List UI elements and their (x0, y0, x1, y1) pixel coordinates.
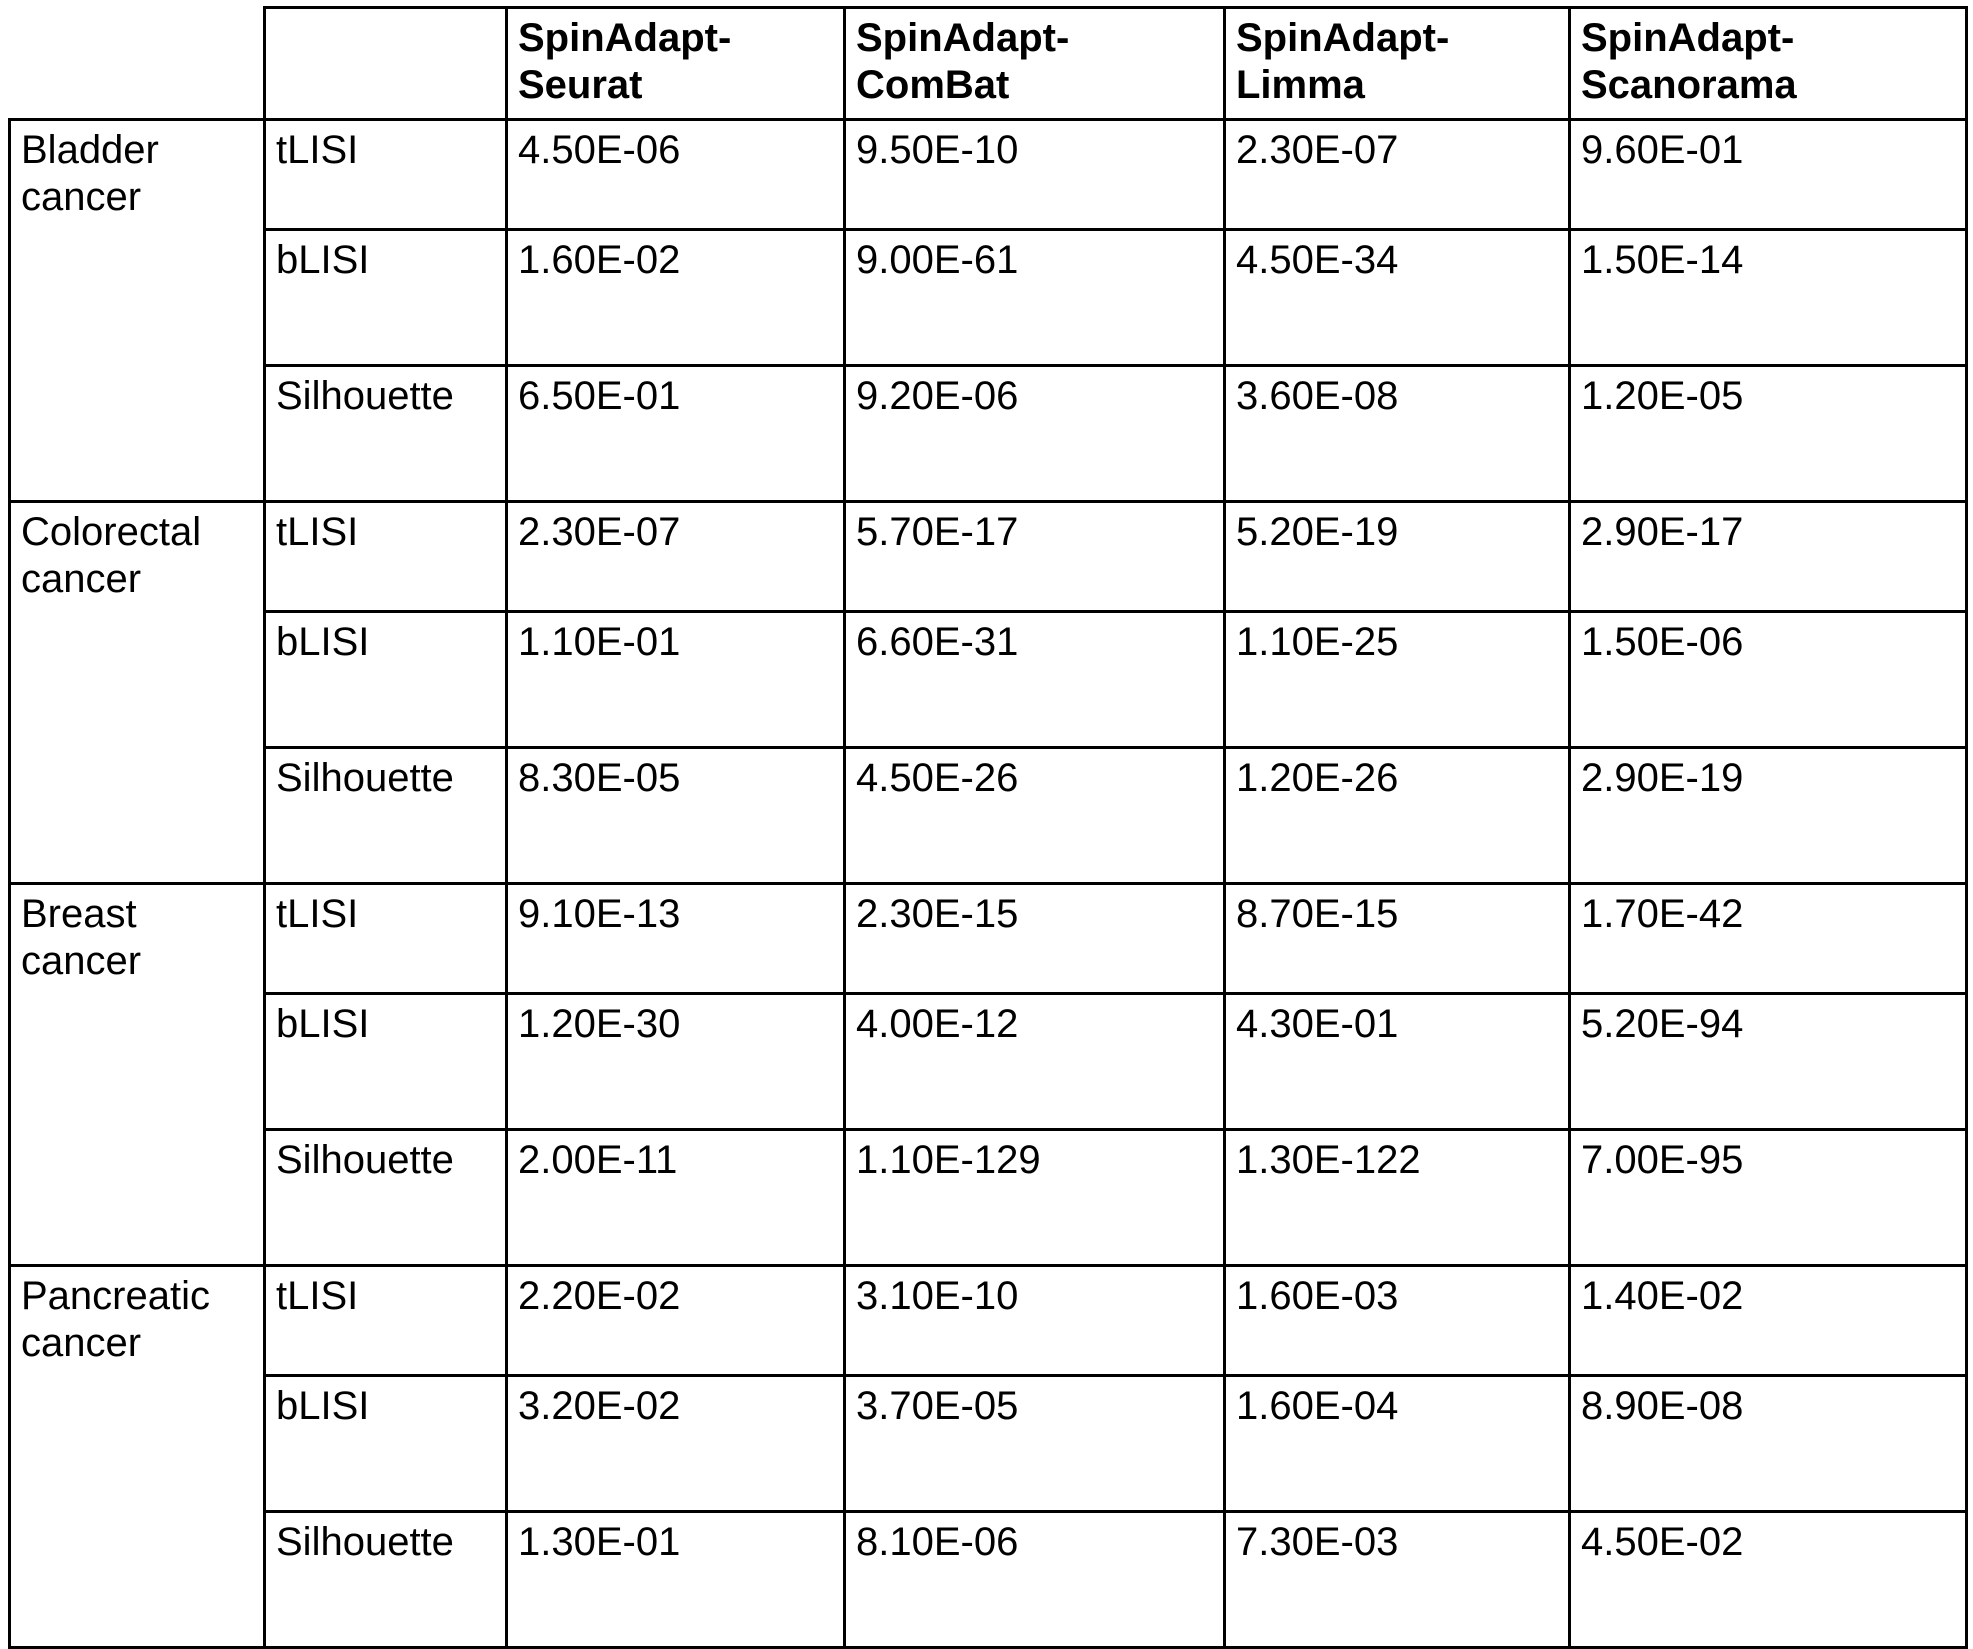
group-label-breast-cancer: Breast cancer (10, 884, 265, 1266)
cell-value: 1.60E-04 (1225, 1376, 1570, 1512)
metric-label: Silhouette (265, 748, 507, 884)
cell-value: 5.70E-17 (845, 502, 1225, 612)
cell-value: 1.70E-42 (1570, 884, 1967, 994)
table-header: SpinAdapt-Seurat SpinAdapt-ComBat SpinAd… (10, 8, 1967, 120)
cell-value: 9.60E-01 (1570, 120, 1967, 230)
cell-value: 3.20E-02 (507, 1376, 845, 1512)
table-row: Breast cancer tLISI 9.10E-13 2.30E-15 8.… (10, 884, 1967, 994)
table-row: bLISI 1.60E-02 9.00E-61 4.50E-34 1.50E-1… (10, 230, 1967, 366)
cell-value: 1.30E-01 (507, 1512, 845, 1648)
cell-value: 1.20E-30 (507, 994, 845, 1130)
group-label-pancreatic-cancer: Pancreatic cancer (10, 1266, 265, 1648)
table-row: bLISI 1.20E-30 4.00E-12 4.30E-01 5.20E-9… (10, 994, 1967, 1130)
metric-label: tLISI (265, 884, 507, 994)
cell-value: 7.30E-03 (1225, 1512, 1570, 1648)
cell-value: 4.30E-01 (1225, 994, 1570, 1130)
column-header-seurat: SpinAdapt-Seurat (507, 8, 845, 120)
cell-value: 2.30E-07 (507, 502, 845, 612)
cell-value: 1.60E-03 (1225, 1266, 1570, 1376)
cell-value: 5.20E-19 (1225, 502, 1570, 612)
cell-value: 4.00E-12 (845, 994, 1225, 1130)
table-row: Silhouette 1.30E-01 8.10E-06 7.30E-03 4.… (10, 1512, 1967, 1648)
cell-value: 2.00E-11 (507, 1130, 845, 1266)
table-row: bLISI 3.20E-02 3.70E-05 1.60E-04 8.90E-0… (10, 1376, 1967, 1512)
cell-value: 7.00E-95 (1570, 1130, 1967, 1266)
metric-label: Silhouette (265, 1130, 507, 1266)
cell-value: 9.10E-13 (507, 884, 845, 994)
cell-value: 4.50E-02 (1570, 1512, 1967, 1648)
cell-value: 9.50E-10 (845, 120, 1225, 230)
cell-value: 2.90E-19 (1570, 748, 1967, 884)
cell-value: 6.50E-01 (507, 366, 845, 502)
cell-value: 2.30E-07 (1225, 120, 1570, 230)
table-row: Bladder cancer tLISI 4.50E-06 9.50E-10 2… (10, 120, 1967, 230)
table-row: Colorectal cancer tLISI 2.30E-07 5.70E-1… (10, 502, 1967, 612)
metric-label: bLISI (265, 230, 507, 366)
cell-value: 1.10E-01 (507, 612, 845, 748)
cell-value: 3.70E-05 (845, 1376, 1225, 1512)
spinadapt-metrics-table: SpinAdapt-Seurat SpinAdapt-ComBat SpinAd… (8, 6, 1968, 1649)
cell-value: 8.30E-05 (507, 748, 845, 884)
table-sheet: SpinAdapt-Seurat SpinAdapt-ComBat SpinAd… (0, 0, 1973, 1255)
metric-label: tLISI (265, 502, 507, 612)
cell-value: 1.50E-14 (1570, 230, 1967, 366)
metric-label: Silhouette (265, 366, 507, 502)
metric-label: bLISI (265, 612, 507, 748)
cell-value: 4.50E-34 (1225, 230, 1570, 366)
cell-value: 9.00E-61 (845, 230, 1225, 366)
corner-blank-metric (265, 8, 507, 120)
metric-label: Silhouette (265, 1512, 507, 1648)
cell-value: 4.50E-06 (507, 120, 845, 230)
cell-value: 2.20E-02 (507, 1266, 845, 1376)
header-row: SpinAdapt-Seurat SpinAdapt-ComBat SpinAd… (10, 8, 1967, 120)
cell-value: 3.10E-10 (845, 1266, 1225, 1376)
corner-blank-group (10, 8, 265, 120)
cell-value: 1.50E-06 (1570, 612, 1967, 748)
cell-value: 8.90E-08 (1570, 1376, 1967, 1512)
cell-value: 1.20E-26 (1225, 748, 1570, 884)
group-label-colorectal-cancer: Colorectal cancer (10, 502, 265, 884)
table-row: Silhouette 6.50E-01 9.20E-06 3.60E-08 1.… (10, 366, 1967, 502)
table-row: Silhouette 2.00E-11 1.10E-129 1.30E-122 … (10, 1130, 1967, 1266)
cell-value: 8.70E-15 (1225, 884, 1570, 994)
cell-value: 6.60E-31 (845, 612, 1225, 748)
cell-value: 8.10E-06 (845, 1512, 1225, 1648)
cell-value: 1.10E-25 (1225, 612, 1570, 748)
cell-value: 2.90E-17 (1570, 502, 1967, 612)
metric-label: tLISI (265, 120, 507, 230)
column-header-combat: SpinAdapt-ComBat (845, 8, 1225, 120)
cell-value: 9.20E-06 (845, 366, 1225, 502)
cell-value: 1.30E-122 (1225, 1130, 1570, 1266)
metric-label: tLISI (265, 1266, 507, 1376)
table-row: Pancreatic cancer tLISI 2.20E-02 3.10E-1… (10, 1266, 1967, 1376)
cell-value: 1.40E-02 (1570, 1266, 1967, 1376)
table-body: Bladder cancer tLISI 4.50E-06 9.50E-10 2… (10, 120, 1967, 1648)
cell-value: 1.20E-05 (1570, 366, 1967, 502)
cell-value: 3.60E-08 (1225, 366, 1570, 502)
column-header-limma: SpinAdapt-Limma (1225, 8, 1570, 120)
cell-value: 1.10E-129 (845, 1130, 1225, 1266)
table-row: Silhouette 8.30E-05 4.50E-26 1.20E-26 2.… (10, 748, 1967, 884)
cell-value: 5.20E-94 (1570, 994, 1967, 1130)
group-label-bladder-cancer: Bladder cancer (10, 120, 265, 502)
column-header-scanorama: SpinAdapt-Scanorama (1570, 8, 1967, 120)
metric-label: bLISI (265, 1376, 507, 1512)
cell-value: 2.30E-15 (845, 884, 1225, 994)
metric-label: bLISI (265, 994, 507, 1130)
cell-value: 4.50E-26 (845, 748, 1225, 884)
cell-value: 1.60E-02 (507, 230, 845, 366)
table-row: bLISI 1.10E-01 6.60E-31 1.10E-25 1.50E-0… (10, 612, 1967, 748)
